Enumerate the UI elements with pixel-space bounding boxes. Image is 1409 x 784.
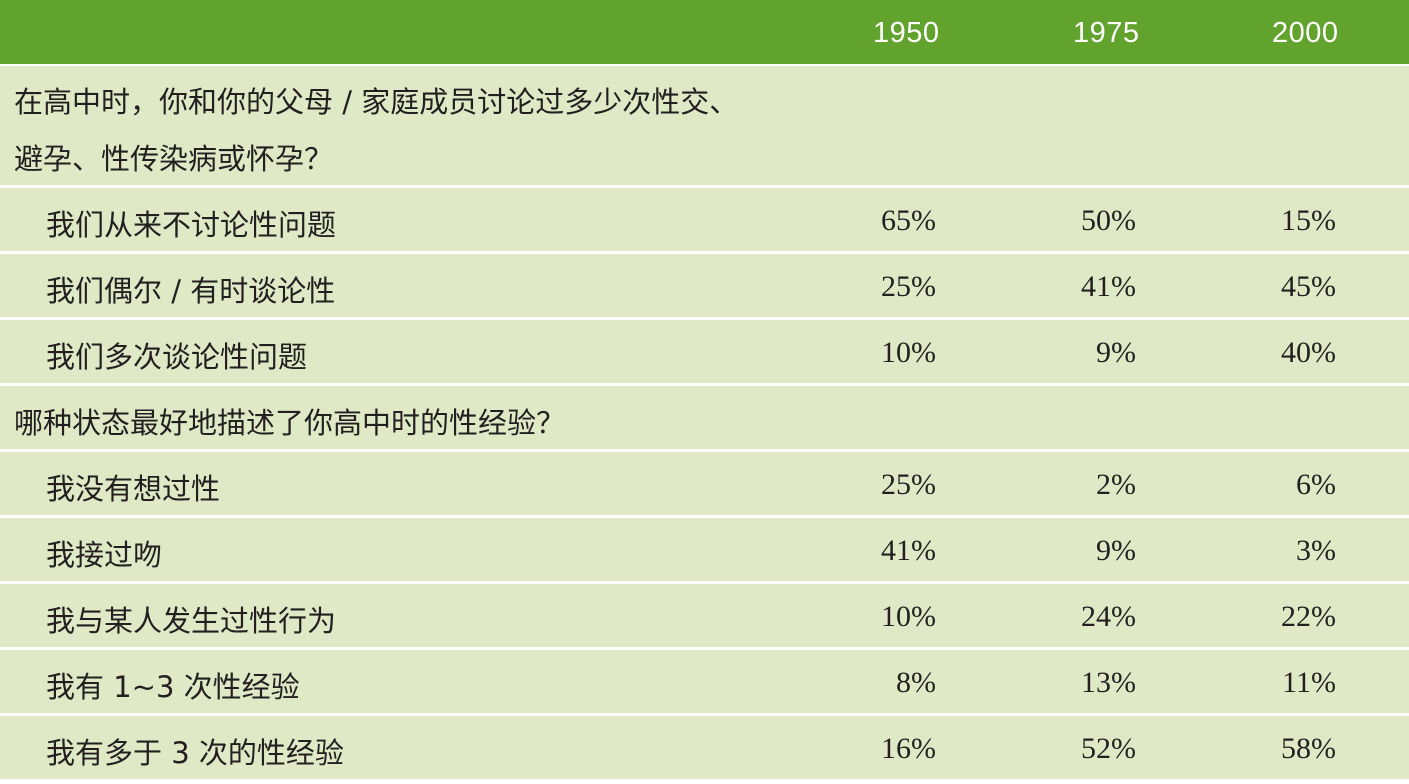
- row-label: 我有多于 3 次的性经验: [46, 736, 344, 770]
- value-1975: 52%: [1081, 732, 1136, 765]
- row-label: 我与某人发生过性行为: [46, 604, 337, 638]
- row-label: 我有 1~3 次性经验: [46, 670, 300, 704]
- value-2000: 3%: [1296, 534, 1336, 567]
- value-1950: 65%: [881, 204, 936, 237]
- header-2000: 2000: [1272, 17, 1339, 49]
- value-1975: 24%: [1081, 600, 1136, 633]
- table-row: 我没有想过性 25% 2% 6%: [0, 452, 1409, 515]
- row-label: 我没有想过性: [46, 472, 221, 506]
- value-1975: 9%: [1096, 336, 1136, 369]
- value-1975: 9%: [1096, 534, 1136, 567]
- table-row: 我们多次谈论性问题 10% 9% 40%: [0, 320, 1409, 383]
- value-1950: 10%: [881, 336, 936, 369]
- row-label: 我们偶尔 / 有时谈论性: [46, 274, 336, 308]
- section1-question-line1: 在高中时，你和你的父母 / 家庭成员讨论过多少次性交、: [14, 85, 739, 119]
- table-row: 我们从来不讨论性问题 65% 50% 15%: [0, 188, 1409, 251]
- table-row: 我有 1~3 次性经验 8% 13% 11%: [0, 650, 1409, 713]
- value-1950: 41%: [881, 534, 936, 567]
- section2-question-row: 哪种状态最好地描述了你高中时的性经验？: [0, 386, 1409, 449]
- value-1975: 13%: [1081, 666, 1136, 699]
- row-label: 我接过吻: [46, 538, 163, 572]
- section2-question: 哪种状态最好地描述了你高中时的性经验？: [14, 406, 566, 440]
- value-1950: 16%: [881, 732, 936, 765]
- table-header: 1950 1975 2000: [0, 0, 1409, 64]
- table-row: 我与某人发生过性行为 10% 24% 22%: [0, 584, 1409, 647]
- header-1950: 1950: [873, 17, 940, 49]
- section1-question-row: 在高中时，你和你的父母 / 家庭成员讨论过多少次性交、 避孕、性传染病或怀孕？: [0, 66, 1409, 185]
- value-2000: 15%: [1281, 204, 1336, 237]
- value-2000: 6%: [1296, 468, 1336, 501]
- value-1950: 25%: [881, 468, 936, 501]
- value-2000: 40%: [1281, 336, 1336, 369]
- value-1950: 25%: [881, 270, 936, 303]
- value-1975: 50%: [1081, 204, 1136, 237]
- value-1975: 2%: [1096, 468, 1136, 501]
- table-row: 我们偶尔 / 有时谈论性 25% 41% 45%: [0, 254, 1409, 317]
- table-row: 我有多于 3 次的性经验 16% 52% 58%: [0, 716, 1409, 779]
- header-1975: 1975: [1073, 17, 1140, 49]
- row-label: 我们从来不讨论性问题: [46, 208, 337, 242]
- row-label: 我们多次谈论性问题: [46, 340, 308, 374]
- value-1975: 41%: [1081, 270, 1136, 303]
- value-1950: 10%: [881, 600, 936, 633]
- value-2000: 11%: [1282, 666, 1336, 699]
- value-1950: 8%: [896, 666, 936, 699]
- value-2000: 58%: [1281, 732, 1336, 765]
- section1-question-line2: 避孕、性传染病或怀孕？: [14, 142, 334, 176]
- value-2000: 22%: [1281, 600, 1336, 633]
- table-row: 我接过吻 41% 9% 3%: [0, 518, 1409, 581]
- value-2000: 45%: [1281, 270, 1336, 303]
